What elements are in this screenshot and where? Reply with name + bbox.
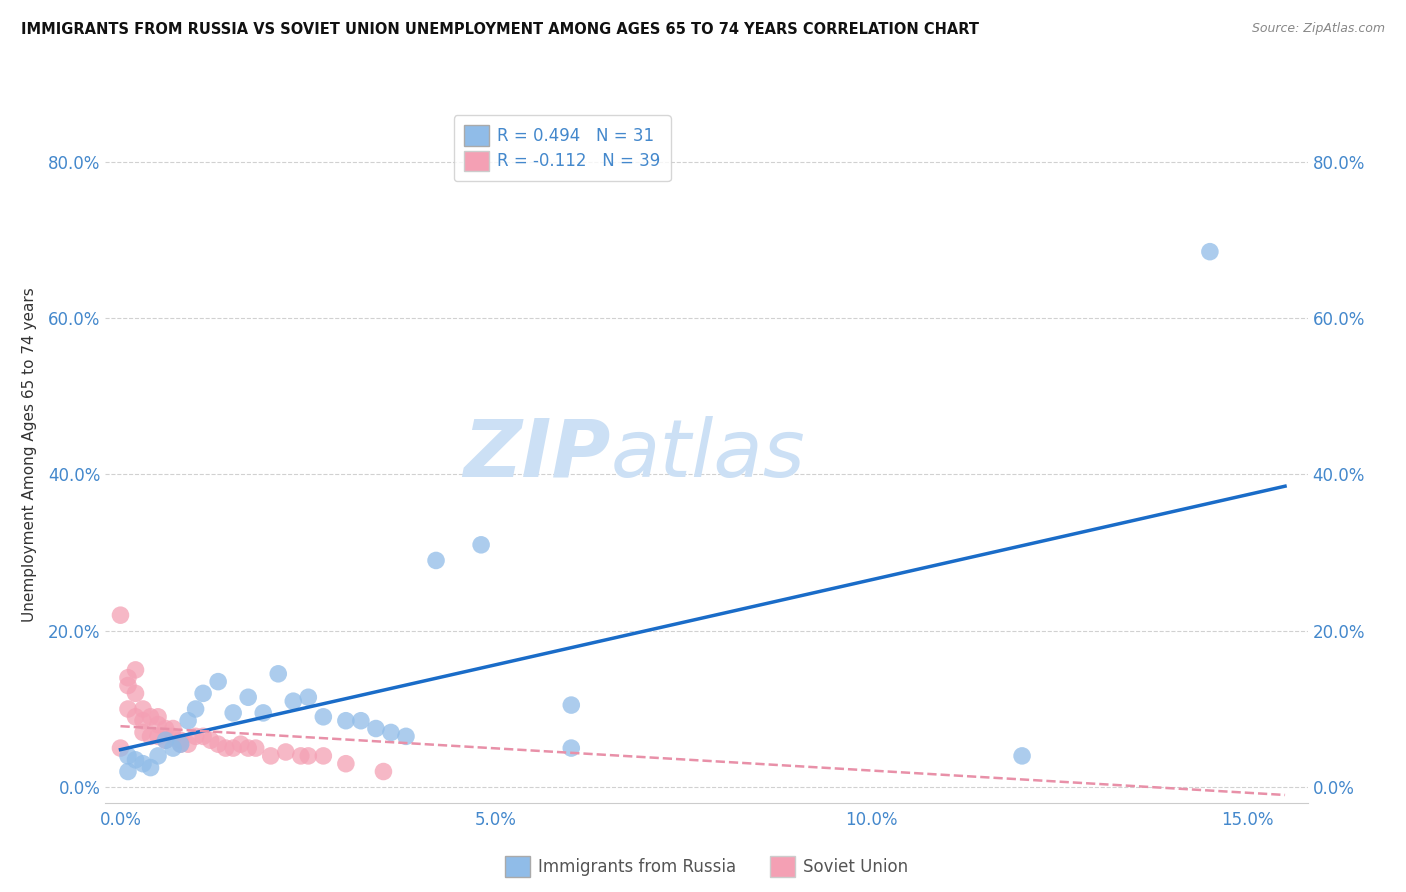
Point xyxy=(117,764,139,779)
Point xyxy=(124,686,146,700)
Point xyxy=(238,741,260,756)
Point xyxy=(560,741,582,756)
Text: IMMIGRANTS FROM RUSSIA VS SOVIET UNION UNEMPLOYMENT AMONG AGES 65 TO 74 YEARS CO: IMMIGRANTS FROM RUSSIA VS SOVIET UNION U… xyxy=(21,22,979,37)
Point xyxy=(290,748,312,763)
Point xyxy=(200,733,222,747)
Point xyxy=(124,710,146,724)
Point xyxy=(146,748,169,763)
Point xyxy=(139,710,162,724)
Point xyxy=(124,753,146,767)
Point xyxy=(267,666,290,681)
Point xyxy=(297,748,319,763)
Point xyxy=(146,730,169,744)
Text: Source: ZipAtlas.com: Source: ZipAtlas.com xyxy=(1251,22,1385,36)
Point xyxy=(252,706,274,720)
Point xyxy=(117,748,139,763)
Point xyxy=(184,730,207,744)
Point xyxy=(312,748,335,763)
Point xyxy=(229,737,252,751)
Point xyxy=(274,745,297,759)
Point xyxy=(155,733,177,747)
Point xyxy=(162,722,184,736)
Point xyxy=(139,761,162,775)
Point xyxy=(169,737,191,751)
Point xyxy=(560,698,582,712)
Point xyxy=(117,679,139,693)
Point xyxy=(162,730,184,744)
Point xyxy=(335,756,357,771)
Point xyxy=(117,702,139,716)
Point xyxy=(335,714,357,728)
Point xyxy=(260,748,283,763)
Point xyxy=(132,725,155,739)
Point xyxy=(364,722,387,736)
Point xyxy=(169,733,191,747)
Point xyxy=(283,694,305,708)
Point xyxy=(207,674,229,689)
Point xyxy=(139,730,162,744)
Point xyxy=(207,737,229,751)
Point xyxy=(177,737,200,751)
Text: ZIP: ZIP xyxy=(463,416,610,494)
Point xyxy=(132,702,155,716)
Point xyxy=(132,756,155,771)
Point xyxy=(124,663,146,677)
Point xyxy=(191,686,214,700)
Point xyxy=(350,714,373,728)
Point xyxy=(177,714,200,728)
Point xyxy=(214,741,236,756)
Point xyxy=(117,671,139,685)
Point xyxy=(297,690,319,705)
Point xyxy=(425,553,447,567)
Legend: Immigrants from Russia, Soviet Union: Immigrants from Russia, Soviet Union xyxy=(496,848,917,885)
Point xyxy=(155,733,177,747)
Point xyxy=(162,741,184,756)
Point xyxy=(380,725,402,739)
Y-axis label: Unemployment Among Ages 65 to 74 years: Unemployment Among Ages 65 to 74 years xyxy=(22,287,37,623)
Point xyxy=(470,538,492,552)
Point xyxy=(222,741,245,756)
Point xyxy=(245,741,267,756)
Point xyxy=(146,710,169,724)
Point xyxy=(110,608,132,623)
Point xyxy=(110,741,132,756)
Point xyxy=(184,702,207,716)
Point xyxy=(373,764,395,779)
Point xyxy=(1199,244,1222,259)
Point xyxy=(132,714,155,728)
Text: atlas: atlas xyxy=(610,416,806,494)
Point xyxy=(191,730,214,744)
Point xyxy=(395,730,418,744)
Point xyxy=(222,706,245,720)
Point xyxy=(1011,748,1033,763)
Point xyxy=(146,717,169,731)
Point xyxy=(155,722,177,736)
Point xyxy=(238,690,260,705)
Point xyxy=(312,710,335,724)
Point xyxy=(169,737,191,751)
